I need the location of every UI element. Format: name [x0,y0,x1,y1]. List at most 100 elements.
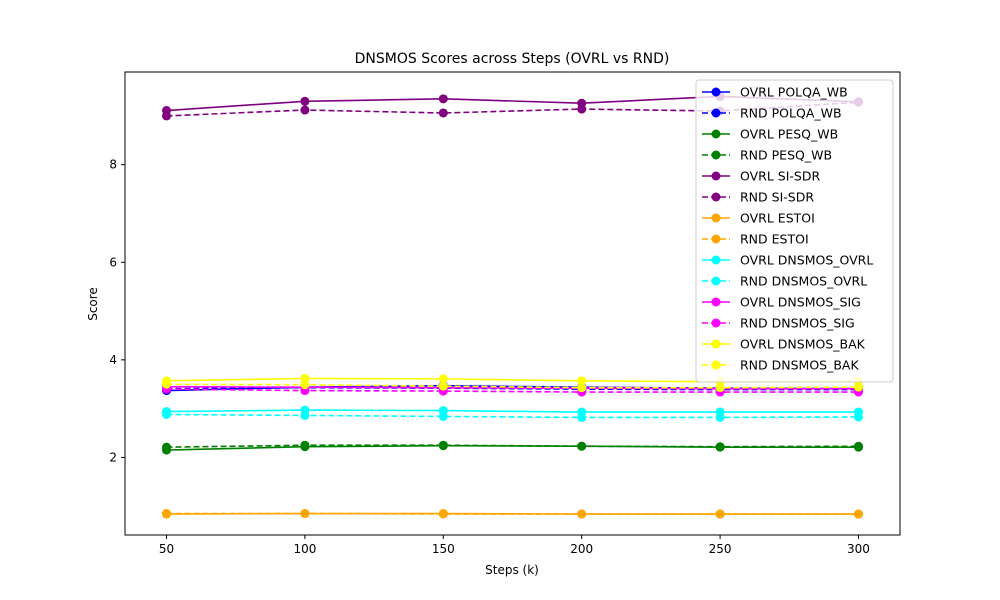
data-point [853,441,863,451]
legend-item: RND DNSMOS_SIG [702,316,855,331]
series-13 [162,379,863,393]
data-point [438,381,448,391]
legend-label: RND SI-SDR [740,190,814,205]
data-point [300,410,310,420]
series-3 [162,440,863,452]
series-line [166,385,859,390]
data-point [853,509,863,519]
data-point [300,509,310,519]
data-point [162,379,172,389]
data-point [300,440,310,450]
data-point [162,409,172,419]
series-7 [162,509,863,519]
legend-label: RND PESQ_WB [740,148,832,163]
data-point [162,509,172,519]
data-point [438,108,448,118]
y-tick-label: 4 [109,353,117,367]
legend-swatch-marker [711,276,721,286]
legend-item: RND ESTOI [702,232,809,247]
legend-swatch-marker [711,234,721,244]
legend-item: RND DNSMOS_OVRL [702,274,867,289]
data-point [438,374,448,384]
series-9 [162,409,863,422]
legend-swatch-marker [711,150,721,160]
legend-item: OVRL DNSMOS_OVRL [702,253,873,268]
legend-swatch-marker [711,192,721,202]
x-axis-label: Steps (k) [485,563,539,577]
legend-swatch-marker [711,297,721,307]
x-tick-label: 50 [159,542,174,556]
chart-title: DNSMOS Scores across Steps (OVRL vs RND) [355,51,670,67]
data-point [715,442,725,452]
legend-swatch-marker [711,129,721,139]
legend-box [695,79,894,383]
y-tick-label: 2 [109,450,117,464]
data-point [438,94,448,104]
legend-item: OVRL PESQ_WB [702,127,838,142]
axes-layer: 50 100 150 200 250 300 2 4 6 8 [109,71,901,556]
data-point [715,383,725,393]
data-point [853,382,863,392]
data-point [162,111,172,121]
x-tick-label: 200 [570,542,593,556]
series-line [166,444,859,448]
legend-item: RND POLQA_WB [702,106,842,121]
legend-swatch-marker [711,339,721,349]
series-line [166,388,859,393]
series-line [166,409,859,413]
x-tick-label: 300 [847,542,870,556]
legend-label: OVRL DNSMOS_BAK [740,337,866,352]
legend-item: RND PESQ_WB [702,148,832,163]
legend-swatch-marker [711,108,721,118]
data-point [577,104,587,114]
legend-label: OVRL SI-SDR [740,169,820,184]
data-point [577,383,587,393]
data-point [300,96,310,106]
data-point [715,412,725,422]
x-tick-label: 100 [293,542,316,556]
data-point [577,441,587,451]
legend-label: RND ESTOI [740,232,809,247]
legend-swatch-marker [711,360,721,370]
legend-label: OVRL PESQ_WB [740,127,838,142]
legend-item: OVRL ESTOI [702,211,815,226]
data-point [438,440,448,450]
data-point [300,105,310,115]
legend-label: RND DNSMOS_OVRL [740,274,867,289]
x-tick-label: 250 [709,542,732,556]
data-point [715,509,725,519]
legend-item: OVRL DNSMOS_BAK [702,337,866,352]
x-tick-label: 150 [432,542,455,556]
legend-label: RND POLQA_WB [740,106,842,121]
data-point [162,442,172,452]
legend-swatch-marker [711,171,721,181]
y-tick-label: 6 [109,255,117,269]
legend-swatch-marker [711,213,721,223]
legend-item: OVRL DNSMOS_SIG [702,295,861,310]
legend-label: OVRL ESTOI [740,211,815,226]
legend-label: RND DNSMOS_BAK [740,358,859,373]
legend-label: RND DNSMOS_SIG [740,316,855,331]
legend-label: OVRL DNSMOS_OVRL [740,253,873,268]
data-point [300,380,310,390]
legend-item: RND SI-SDR [702,190,814,205]
series-line [166,413,859,419]
legend-item: OVRL POLQA_WB [702,85,848,100]
y-tick-label: 8 [109,158,117,172]
data-point [300,373,310,383]
data-point [577,376,587,386]
data-point [853,412,863,422]
series-2 [162,441,863,455]
legend: OVRL POLQA_WB RND POLQA_WB OVRL PESQ_WB RND… [695,79,894,383]
legend-item: RND DNSMOS_BAK [702,358,859,373]
legend-label: OVRL POLQA_WB [740,85,848,100]
legend-swatch-marker [711,87,721,97]
y-axis-label: Score [86,287,100,321]
data-point [577,509,587,519]
legend-swatch-marker [711,318,721,328]
legend-item: OVRL SI-SDR [702,169,820,184]
data-point [577,412,587,422]
legend-swatch-marker [711,255,721,265]
